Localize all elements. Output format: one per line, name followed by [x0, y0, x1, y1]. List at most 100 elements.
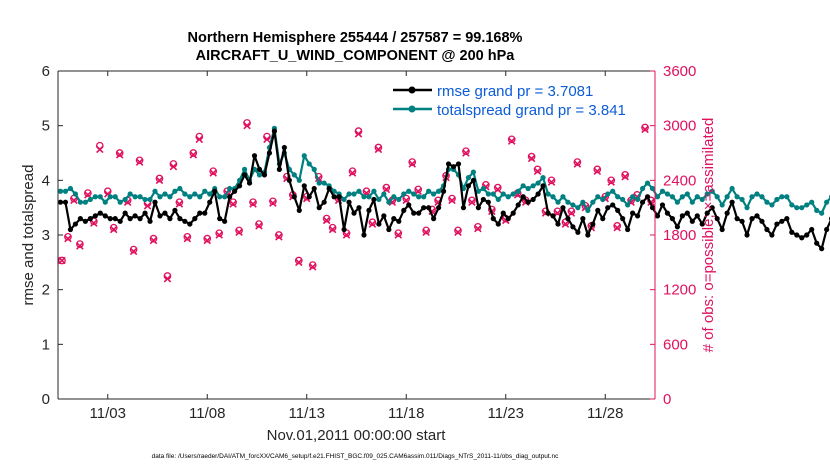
totalspread-point	[784, 194, 790, 200]
totalspread-point	[162, 191, 168, 197]
totalspread-point	[684, 191, 690, 197]
totalspread-point	[809, 199, 815, 205]
totalspread-point	[396, 196, 402, 203]
totalspread-point	[411, 191, 417, 197]
totalspread-point	[669, 194, 676, 200]
obs-assimilated-point	[328, 225, 337, 234]
rmse-point	[485, 199, 491, 205]
obs-assimilated-point	[169, 162, 178, 171]
obs-possible-point	[76, 240, 84, 248]
obs-possible-point	[507, 135, 516, 144]
totalspread-point	[490, 191, 496, 197]
rmse-point	[251, 153, 258, 159]
y-axis-right-label: # of obs: o=possible; ×=assimilated	[700, 118, 717, 353]
obs-possible-point	[641, 123, 649, 132]
chart-title-line2: AIRCRAFT_U_WIND_COMPONENT @ 200 hPa	[196, 48, 516, 64]
totalspread-point	[485, 191, 491, 197]
rmse-point	[62, 199, 69, 205]
rmse-point	[779, 218, 785, 224]
rmse-point	[142, 210, 148, 216]
totalspread-point	[744, 205, 750, 211]
rmse-point	[490, 216, 496, 222]
obs-assimilated-point	[547, 178, 556, 186]
y-right-tick-label: 0	[663, 391, 671, 408]
totalspread-point	[117, 199, 123, 205]
rmse-point	[341, 226, 347, 233]
obs-assimilated-point	[348, 169, 357, 177]
x-tick-label: 11/13	[289, 405, 325, 422]
totalspread-point	[475, 188, 481, 194]
rmse-point	[391, 216, 397, 222]
totalspread-point	[610, 188, 616, 194]
obs-assimilated-point	[641, 125, 649, 134]
totalspread-point	[689, 199, 695, 205]
totalspread-point	[654, 194, 661, 200]
totalspread-point	[759, 194, 765, 200]
totalspread-point	[421, 194, 427, 200]
totalspread-point	[500, 191, 506, 197]
obs-assimilated-point	[342, 231, 351, 239]
obs-assimilated-point	[422, 228, 430, 237]
rmse-point	[724, 210, 730, 216]
obs-assimilated-point	[243, 121, 251, 130]
totalspread-point	[764, 199, 770, 205]
totalspread-point	[630, 194, 636, 200]
totalspread-point	[570, 202, 576, 208]
obs-assimilated-point	[175, 200, 184, 208]
totalspread-point	[346, 191, 352, 197]
rmse-point	[684, 210, 690, 216]
rmse-point	[814, 240, 820, 246]
rmse-point	[212, 188, 218, 194]
obs-possible-point	[89, 217, 98, 226]
totalspread-point	[480, 185, 486, 192]
totalspread-point	[625, 202, 631, 208]
obs-possible-point	[229, 198, 237, 207]
rmse-point	[664, 210, 671, 216]
totalspread-point	[525, 185, 531, 192]
x-tick-label: 11/28	[587, 405, 623, 422]
totalspread-point	[575, 205, 581, 211]
totalspread-point	[316, 180, 322, 186]
obs-assimilated-point	[468, 198, 476, 206]
totalspread-point	[172, 188, 178, 194]
totalspread-point	[82, 199, 88, 205]
rmse-point	[689, 218, 695, 224]
rmse-point	[346, 199, 352, 205]
rmse-point	[734, 216, 740, 222]
rmse-point	[659, 202, 666, 208]
rmse-point	[769, 232, 775, 238]
rmse-point	[789, 229, 795, 235]
totalspread-point	[664, 191, 671, 197]
totalspread-point	[615, 194, 621, 200]
rmse-point	[774, 221, 780, 227]
obs-assimilated-point	[533, 167, 542, 175]
obs-assimilated-point	[573, 160, 582, 168]
rmse-point	[236, 183, 243, 189]
obs-possible-point	[269, 197, 277, 206]
totalspread-point	[674, 199, 680, 205]
y-right-tick-label: 2400	[663, 172, 696, 189]
obs-assimilated-point	[269, 199, 277, 207]
totalspread-point	[644, 180, 651, 186]
obs-assimilated-point	[109, 225, 118, 234]
obs-possible-point	[294, 256, 303, 265]
totalspread-point	[202, 188, 208, 194]
rmse-point	[654, 213, 661, 219]
obs-assimilated-point	[58, 256, 66, 265]
obs-assimilated-point	[143, 202, 152, 210]
obs-assimilated-point	[135, 158, 144, 166]
rmse-point	[460, 205, 467, 211]
rmse-point	[764, 226, 770, 233]
obs-assimilated-point	[183, 234, 192, 243]
rmse-point	[82, 218, 88, 224]
rmse-point	[639, 199, 646, 205]
rmse-point	[465, 183, 472, 189]
rmse-point	[445, 161, 452, 167]
totalspread-point	[112, 194, 118, 200]
plot-area	[58, 71, 655, 399]
totalspread-point	[465, 175, 472, 181]
obs-possible-point	[613, 222, 622, 230]
obs-possible-point	[374, 143, 383, 152]
obs-assimilated-point	[494, 185, 502, 194]
rmse-point	[674, 224, 680, 230]
